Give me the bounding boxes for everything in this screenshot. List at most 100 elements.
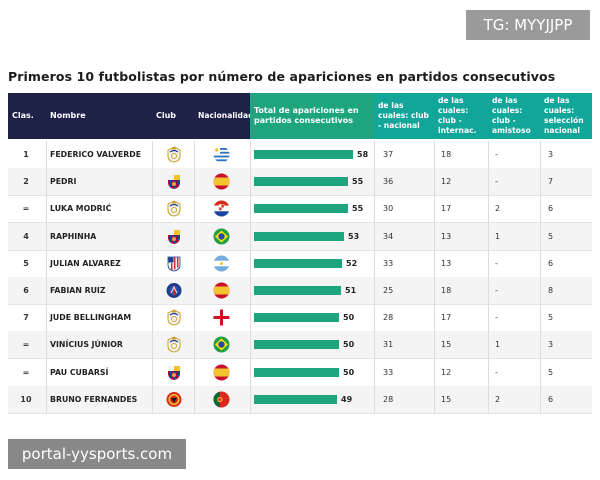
man-united-badge-icon bbox=[166, 391, 182, 408]
club-internac-value: 17 bbox=[441, 204, 452, 214]
club-nacional-value: 34 bbox=[383, 231, 394, 241]
argentina-flag-icon bbox=[213, 255, 230, 272]
player-name: PEDRI bbox=[50, 177, 77, 187]
seleccion-value: 6 bbox=[548, 204, 554, 214]
header-nationality: Nacionalidad bbox=[194, 93, 254, 139]
club-nacional-value: 28 bbox=[383, 394, 394, 404]
club-amistoso-value: - bbox=[495, 313, 498, 323]
rank-cell: 5 bbox=[23, 258, 29, 268]
column-divider bbox=[488, 141, 489, 413]
club-internac-value: 13 bbox=[441, 231, 452, 241]
column-divider bbox=[46, 141, 47, 413]
player-name: VINÍCIUS JÚNIOR bbox=[50, 340, 123, 350]
rank-cell: 10 bbox=[20, 394, 32, 404]
header-rank: Clas. bbox=[8, 93, 46, 139]
total-bar bbox=[254, 394, 337, 404]
total-bar bbox=[254, 231, 344, 241]
club-amistoso-value: - bbox=[495, 150, 498, 159]
club-amistoso-value: - bbox=[495, 258, 498, 268]
total-value: 58 bbox=[357, 150, 369, 159]
brazil-flag-icon bbox=[213, 336, 230, 353]
club-nacional-value: 37 bbox=[383, 150, 394, 159]
club-internac-value: 18 bbox=[441, 286, 452, 295]
total-value: 50 bbox=[343, 340, 355, 350]
header-name: Nombre bbox=[46, 93, 152, 139]
psg-badge-icon bbox=[166, 282, 182, 299]
rank-cell: 6 bbox=[23, 286, 29, 295]
table-row: = VINÍCIUS JÚNIOR 50 31 15 1 3 bbox=[8, 331, 592, 360]
spain-flag-icon bbox=[213, 282, 230, 299]
club-internac-value: 18 bbox=[441, 150, 452, 159]
player-name: FEDERICO VALVERDE bbox=[50, 150, 142, 159]
rank-cell: 7 bbox=[23, 313, 29, 323]
column-divider bbox=[194, 141, 195, 413]
england-flag-icon bbox=[213, 309, 230, 326]
header-total: Total de apariciones en partidos consecu… bbox=[250, 93, 374, 139]
club-nacional-value: 31 bbox=[383, 340, 394, 350]
total-bar bbox=[254, 177, 348, 187]
player-name: PAU CUBARSÍ bbox=[50, 367, 109, 377]
player-name: JUDE BELLINGHAM bbox=[50, 313, 132, 323]
table-row: 2 PEDRI 55 36 12 - 7 bbox=[8, 168, 592, 197]
seleccion-value: 3 bbox=[548, 150, 554, 159]
player-name: RAPHINHA bbox=[50, 231, 97, 241]
club-internac-value: 12 bbox=[441, 177, 452, 187]
seleccion-value: 6 bbox=[548, 258, 554, 268]
rank-cell: = bbox=[22, 340, 30, 350]
club-amistoso-value: - bbox=[495, 177, 498, 187]
barcelona-badge-icon bbox=[166, 364, 182, 381]
table-row: 1 FEDERICO VALVERDE 58 37 18 - 3 bbox=[8, 141, 592, 169]
spain-flag-icon bbox=[213, 364, 230, 381]
real-madrid-badge-icon bbox=[166, 146, 182, 163]
table-row: 4 RAPHINHA 53 34 13 1 5 bbox=[8, 222, 592, 251]
croatia-flag-icon bbox=[213, 200, 230, 217]
seleccion-value: 5 bbox=[548, 313, 554, 323]
total-value: 53 bbox=[348, 231, 360, 241]
club-amistoso-value: 2 bbox=[495, 394, 501, 404]
telegram-watermark: TG: MYYJJPP bbox=[466, 10, 590, 40]
table-row: 7 JUDE BELLINGHAM 50 28 17 - 5 bbox=[8, 304, 592, 333]
real-madrid-badge-icon bbox=[166, 200, 182, 217]
seleccion-value: 5 bbox=[548, 231, 554, 241]
total-bar bbox=[254, 204, 348, 214]
club-nacional-value: 28 bbox=[383, 313, 394, 323]
total-bar bbox=[254, 340, 339, 350]
club-nacional-value: 33 bbox=[383, 367, 394, 377]
rank-cell: = bbox=[22, 204, 30, 214]
seleccion-value: 8 bbox=[548, 286, 554, 295]
brazil-flag-icon bbox=[213, 228, 230, 245]
total-bar bbox=[254, 150, 353, 159]
club-amistoso-value: 1 bbox=[495, 340, 501, 350]
club-nacional-value: 25 bbox=[383, 286, 394, 295]
barcelona-badge-icon bbox=[166, 173, 182, 190]
header-club-nacional: de las cuales: club - nacional bbox=[374, 93, 434, 139]
total-value: 50 bbox=[343, 313, 355, 323]
real-madrid-badge-icon bbox=[166, 336, 182, 353]
player-name: FABIAN RUIZ bbox=[50, 286, 106, 295]
rank-cell: 1 bbox=[23, 150, 29, 159]
table-row: 10 BRUNO FERNANDES 49 28 15 2 6 bbox=[8, 385, 592, 414]
column-divider bbox=[374, 141, 375, 413]
seleccion-value: 3 bbox=[548, 340, 554, 350]
seleccion-value: 6 bbox=[548, 394, 554, 404]
club-nacional-value: 30 bbox=[383, 204, 394, 214]
portal-watermark: portal-yysports.com bbox=[8, 439, 186, 469]
total-value: 52 bbox=[346, 258, 358, 268]
atletico-badge-icon bbox=[166, 255, 182, 272]
chart-title: Primeros 10 futbolistas por número de ap… bbox=[8, 69, 556, 84]
header-club-amistoso: de las cuales: club - amistoso bbox=[488, 93, 540, 139]
header-seleccion: de las cuales: selección nacional bbox=[540, 93, 592, 139]
club-internac-value: 17 bbox=[441, 313, 452, 323]
column-divider bbox=[540, 141, 541, 413]
club-internac-value: 15 bbox=[441, 340, 452, 350]
header-club-internac: de las cuales: club - internac. bbox=[434, 93, 488, 139]
total-bar bbox=[254, 258, 342, 268]
table-row: 5 JULIAN ALVAREZ 52 33 13 - 6 bbox=[8, 250, 592, 278]
player-name: JULIAN ALVAREZ bbox=[50, 258, 121, 268]
club-internac-value: 13 bbox=[441, 258, 452, 268]
table-row: = LUKA MODRIĆ 55 30 17 2 6 bbox=[8, 195, 592, 224]
rank-cell: 2 bbox=[23, 177, 29, 187]
seleccion-value: 5 bbox=[548, 367, 554, 377]
table-row: 6 FABIAN RUIZ 51 25 18 - 8 bbox=[8, 277, 592, 305]
rank-cell: 4 bbox=[23, 231, 29, 241]
